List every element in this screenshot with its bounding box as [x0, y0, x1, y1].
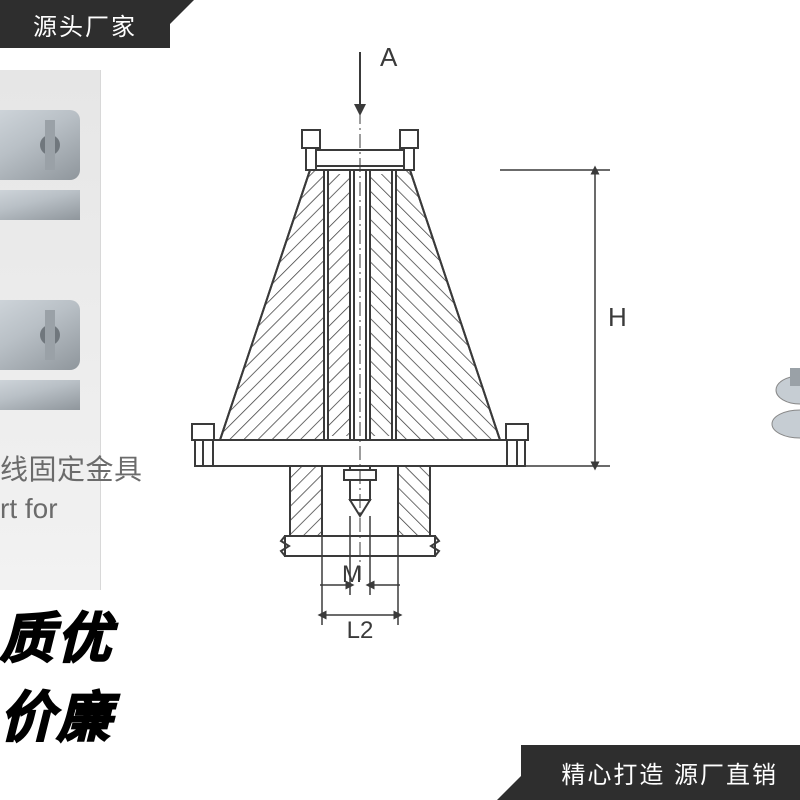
diagram-svg: A [120, 40, 740, 640]
technical-diagram: A [120, 40, 740, 640]
badge-bottom-left: 质优 价廉 [0, 594, 114, 752]
page-root: 源头厂家 [0, 0, 800, 800]
right-edge-fragment [760, 350, 800, 470]
dim-m-label: M [342, 561, 362, 588]
badge-top-left-text: 源头厂家 [33, 7, 137, 42]
view-label-a: A [380, 42, 398, 72]
badge-bottom-right: 精心打造 源厂直销 [521, 745, 800, 800]
badge-bl-line2: 价廉 [0, 673, 114, 752]
badge-bl-line1: 质优 [0, 594, 114, 673]
badge-br-text: 精心打造 源厂直销 [561, 762, 778, 789]
dim-l2-label: L2 [347, 617, 374, 640]
dim-h-label: H [608, 302, 627, 332]
